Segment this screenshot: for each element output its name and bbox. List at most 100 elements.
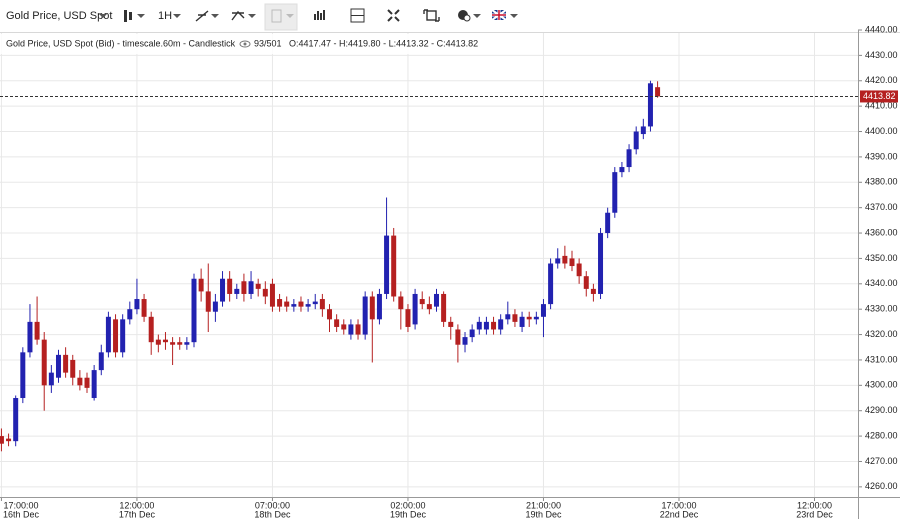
candle-body: [605, 212, 611, 234]
x-tick-date: 22nd Dec: [660, 509, 699, 519]
visibility-toggle[interactable]: [239, 40, 251, 48]
candle-body: [205, 291, 211, 312]
x-tick-date: 19th Dec: [525, 509, 562, 519]
y-tick-label: 4410.00: [865, 101, 898, 111]
candle-body: [469, 329, 475, 338]
last-price-label: 4413.82: [863, 91, 896, 101]
crosshair-button[interactable]: [350, 8, 365, 23]
candle-body: [391, 235, 397, 297]
y-tick-label: 4400.00: [865, 126, 898, 136]
fit-button[interactable]: [423, 9, 440, 22]
candle-body: [590, 288, 596, 294]
fullscreen-button[interactable]: [387, 9, 400, 22]
dropdown-arrow: [173, 14, 181, 18]
candle-body: [433, 293, 439, 307]
x-tick-date: 23rd Dec: [796, 509, 833, 519]
x-tick-label: 02:00:00: [390, 500, 425, 510]
chart-type-button[interactable]: [124, 10, 145, 22]
candle-body: [312, 301, 318, 305]
candle-body: [483, 321, 489, 330]
candle-body: [405, 309, 411, 327]
indicator-button[interactable]: [231, 10, 256, 21]
candle-body: [327, 309, 333, 320]
candle-body: [170, 342, 176, 345]
y-tick-label: 4290.00: [865, 405, 898, 415]
candle-body: [462, 337, 468, 345]
candle-body: [162, 339, 168, 343]
toolbar: Gold Price, USD Spot 1H: [0, 0, 900, 33]
dropdown-arrow: [211, 14, 219, 18]
candle-body: [248, 281, 254, 294]
y-tick-label: 4310.00: [865, 354, 898, 364]
symbol-selector[interactable]: Gold Price, USD Spot: [6, 10, 112, 22]
candle-body: [70, 359, 76, 378]
candle-body: [647, 83, 653, 127]
disabled-button[interactable]: [264, 3, 298, 31]
candle-body: [548, 263, 554, 305]
theme-button[interactable]: [458, 10, 481, 22]
candle-body: [134, 299, 140, 310]
symbol-name: Gold Price, USD Spot: [6, 10, 112, 22]
dropdown-arrow: [99, 14, 107, 18]
candle-body: [105, 316, 111, 353]
x-tick-label: 12:00:00: [119, 500, 154, 510]
candle-body: [384, 235, 390, 294]
interval: 1H: [158, 10, 172, 22]
icon: [124, 10, 127, 22]
candle-body: [569, 258, 575, 267]
y-tick-label: 4440.00: [865, 24, 898, 34]
candle-body: [262, 288, 268, 297]
candle-body: [512, 314, 518, 322]
candle-body: [27, 321, 33, 353]
candles: [0, 80, 661, 452]
y-tick-label: 4260.00: [865, 481, 898, 491]
interval-selector[interactable]: 1H: [158, 10, 181, 22]
draw-tool-button[interactable]: [195, 10, 219, 22]
candle-body: [277, 299, 283, 307]
candle-body: [498, 319, 504, 330]
dropdown-arrow: [248, 14, 256, 18]
candle-body: [476, 321, 482, 330]
y-tick-label: 4350.00: [865, 253, 898, 263]
dropdown-arrow: [137, 14, 145, 18]
candle-body: [184, 342, 190, 345]
candle-body: [63, 354, 69, 373]
candle-body: [220, 278, 226, 302]
eye-icon: [243, 42, 247, 46]
candle-body: [55, 354, 61, 378]
y-tick-label: 4340.00: [865, 278, 898, 288]
y-tick-label: 4380.00: [865, 177, 898, 187]
series-title: Gold Price, USD Spot (Bid) - timescale.6…: [6, 38, 236, 48]
candle-body: [13, 398, 19, 442]
candle-body: [341, 324, 347, 330]
y-tick-label: 4330.00: [865, 304, 898, 314]
icon: [129, 12, 132, 20]
candle-body: [234, 288, 240, 294]
dropdown-arrow: [473, 14, 481, 18]
candle-body: [113, 319, 119, 353]
y-tick-label: 4420.00: [865, 75, 898, 85]
candle-body: [355, 324, 361, 335]
candle-body: [562, 255, 568, 264]
grid: [0, 29, 858, 497]
candle-body: [419, 299, 425, 305]
candle-body: [612, 172, 618, 213]
candle-body: [640, 126, 646, 135]
y-tick-label: 4430.00: [865, 50, 898, 60]
candle-body: [212, 301, 218, 312]
candle-body: [77, 377, 83, 386]
candle-body: [191, 278, 197, 343]
y-tick-label: 4280.00: [865, 430, 898, 440]
candle-body: [348, 324, 354, 335]
y-tick-label: 4390.00: [865, 151, 898, 161]
candle-body: [398, 296, 404, 310]
volume-button[interactable]: [314, 10, 325, 20]
candle-body: [305, 304, 311, 307]
candle-body: [91, 370, 97, 399]
language-button[interactable]: [491, 9, 518, 21]
candle-body: [41, 339, 47, 386]
icon: [231, 10, 245, 21]
y-tick-label: 4360.00: [865, 227, 898, 237]
candle-body: [448, 321, 454, 327]
candle-body: [369, 296, 375, 320]
